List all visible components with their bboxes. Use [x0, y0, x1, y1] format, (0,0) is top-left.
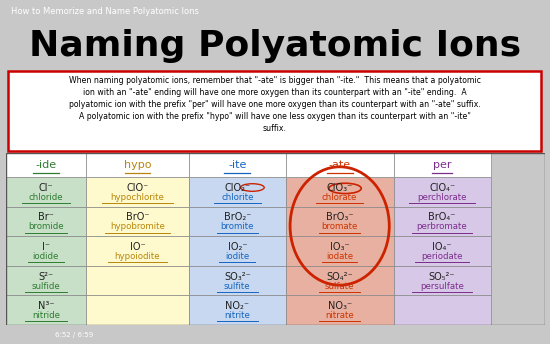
Text: -ide: -ide: [35, 160, 57, 170]
Bar: [394, 207, 491, 236]
Text: perchlorate: perchlorate: [417, 193, 467, 202]
Text: sulfite: sulfite: [224, 281, 251, 291]
Bar: [86, 236, 189, 266]
Text: sulfide: sulfide: [31, 281, 60, 291]
Text: iodite: iodite: [225, 252, 249, 261]
Text: -ate: -ate: [328, 160, 351, 170]
Text: bromite: bromite: [221, 222, 254, 232]
Text: chlorate: chlorate: [322, 193, 358, 202]
Text: IO₃⁻: IO₃⁻: [330, 242, 349, 252]
Text: Cl⁻: Cl⁻: [39, 183, 53, 193]
Text: Naming Polyatomic Ions: Naming Polyatomic Ions: [29, 29, 521, 63]
Text: hypobromite: hypobromite: [110, 222, 165, 232]
Text: IO₄⁻: IO₄⁻: [432, 242, 452, 252]
Text: ClO₄⁻: ClO₄⁻: [429, 183, 455, 193]
Bar: [394, 266, 491, 295]
Text: periodate: periodate: [421, 252, 463, 261]
Text: iodide: iodide: [33, 252, 59, 261]
Text: perbromate: perbromate: [417, 222, 467, 232]
Bar: [394, 153, 491, 177]
Text: ClO₂⁻: ClO₂⁻: [224, 183, 250, 193]
Bar: [286, 236, 394, 266]
Bar: [86, 266, 189, 295]
Text: How to Memorize and Name Polyatomic Ions: How to Memorize and Name Polyatomic Ions: [11, 7, 199, 16]
Text: nitrate: nitrate: [325, 311, 354, 320]
Text: IO⁻: IO⁻: [130, 242, 145, 252]
Text: BrO₂⁻: BrO₂⁻: [224, 212, 251, 222]
Text: bromide: bromide: [28, 222, 64, 232]
Bar: [394, 295, 491, 325]
Bar: [86, 295, 189, 325]
Text: 6:52 / 6:59: 6:52 / 6:59: [55, 332, 94, 337]
Bar: [6, 236, 86, 266]
Bar: [6, 207, 86, 236]
Text: NO₃⁻: NO₃⁻: [328, 301, 352, 311]
Text: IO₂⁻: IO₂⁻: [228, 242, 247, 252]
Bar: [189, 266, 286, 295]
Text: hypo: hypo: [124, 160, 151, 170]
Bar: [189, 295, 286, 325]
Text: S²⁻: S²⁻: [39, 271, 53, 281]
Text: -ite: -ite: [228, 160, 246, 170]
Bar: [6, 153, 86, 177]
Text: chloride: chloride: [29, 193, 63, 202]
Text: Br⁻: Br⁻: [38, 212, 54, 222]
Bar: [86, 177, 189, 207]
Bar: [286, 295, 394, 325]
Bar: [286, 153, 394, 177]
Text: hypochlorite: hypochlorite: [111, 193, 164, 202]
Bar: [6, 177, 86, 207]
Text: iodate: iodate: [326, 252, 353, 261]
Text: nitride: nitride: [32, 311, 60, 320]
Text: hypoiodite: hypoiodite: [115, 252, 161, 261]
Text: persulfate: persulfate: [420, 281, 464, 291]
Text: chlorite: chlorite: [221, 193, 254, 202]
Bar: [86, 207, 189, 236]
Bar: [6, 266, 86, 295]
Text: bromate: bromate: [322, 222, 358, 232]
Text: nitrite: nitrite: [224, 311, 250, 320]
FancyBboxPatch shape: [8, 71, 541, 151]
Text: SO₃²⁻: SO₃²⁻: [224, 271, 251, 281]
Bar: [189, 207, 286, 236]
Text: When naming polyatomic ions, remember that "-ate" is bigger than "-ite."  This m: When naming polyatomic ions, remember th…: [69, 76, 481, 133]
Bar: [394, 236, 491, 266]
Text: BrO⁻: BrO⁻: [126, 212, 149, 222]
Bar: [6, 295, 86, 325]
Text: NO₂⁻: NO₂⁻: [226, 301, 249, 311]
Text: BrO₃⁻: BrO₃⁻: [326, 212, 354, 222]
Bar: [189, 153, 286, 177]
Text: sulfate: sulfate: [325, 281, 354, 291]
Bar: [86, 153, 189, 177]
Bar: [394, 177, 491, 207]
Text: BrO₄⁻: BrO₄⁻: [428, 212, 456, 222]
Text: N³⁻: N³⁻: [37, 301, 54, 311]
Bar: [189, 236, 286, 266]
Bar: [189, 177, 286, 207]
Bar: [286, 207, 394, 236]
Bar: [286, 266, 394, 295]
Text: per: per: [433, 160, 452, 170]
Text: SO₅²⁻: SO₅²⁻: [429, 271, 455, 281]
Text: ClO⁻: ClO⁻: [126, 183, 148, 193]
Text: ClO₃⁻: ClO₃⁻: [327, 183, 353, 193]
Text: I⁻: I⁻: [42, 242, 50, 252]
Bar: [286, 177, 394, 207]
Text: SO₄²⁻: SO₄²⁻: [326, 271, 353, 281]
